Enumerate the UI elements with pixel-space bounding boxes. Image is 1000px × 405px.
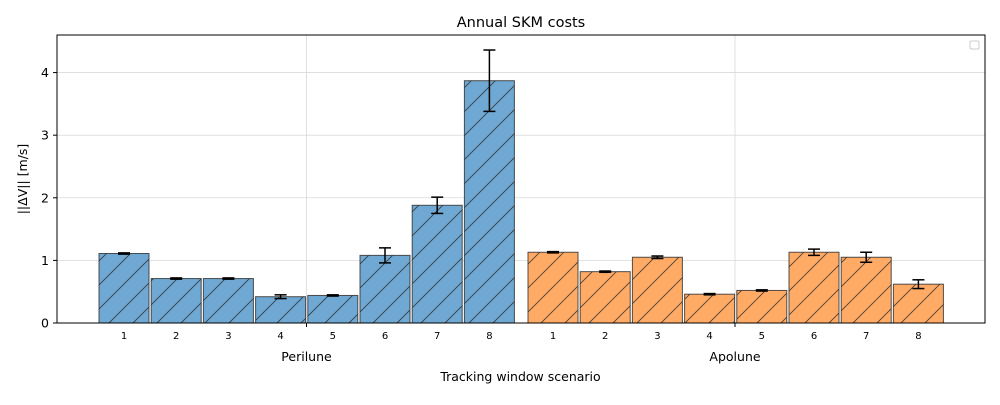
bar-hatch xyxy=(631,256,683,324)
x-tick-label: 4 xyxy=(277,331,283,342)
plot-frame xyxy=(56,34,986,324)
x-tick-label: 8 xyxy=(486,331,492,342)
bar-hatch xyxy=(527,251,579,324)
bar-hatch xyxy=(684,293,736,324)
x-tick-label: 7 xyxy=(434,331,440,342)
group-label: Apolune xyxy=(709,349,760,364)
x-tick-label: 6 xyxy=(382,331,388,342)
bar-hatch xyxy=(98,253,150,324)
x-tick-label: 2 xyxy=(602,331,608,342)
x-tick-label: 5 xyxy=(759,331,765,342)
bar-hatch xyxy=(307,294,359,324)
y-tick-label: 2 xyxy=(41,190,49,205)
bar-hatch xyxy=(411,204,463,324)
bar-hatch xyxy=(892,283,944,324)
bar-hatch xyxy=(840,256,892,324)
bars xyxy=(98,80,944,324)
chart-title: Annual SKM costs xyxy=(457,15,585,31)
bar-hatch xyxy=(359,254,411,324)
y-tick-label: 1 xyxy=(41,253,49,268)
y-axis-label: ||ΔV|| [m/s] xyxy=(15,144,30,215)
x-tick-label: 7 xyxy=(863,331,869,342)
x-tick-label: 4 xyxy=(706,331,712,342)
y-tick-label: 3 xyxy=(41,128,49,143)
bar-hatch xyxy=(788,251,840,324)
bar-hatch xyxy=(255,296,307,324)
ticks: 0 1 2 3 4 1 2 3 4 5 6 7 8 Perilune 1 2 3 4 5 6 7 8 Apolune xyxy=(41,65,922,364)
x-tick-label: 6 xyxy=(811,331,817,342)
x-axis-label: Tracking window scenario xyxy=(439,369,600,384)
bar-hatch xyxy=(736,289,788,324)
x-tick-label: 3 xyxy=(225,331,231,342)
bar-hatch xyxy=(463,80,515,324)
bar-hatch xyxy=(579,271,631,324)
group-label: Perilune xyxy=(281,349,332,364)
x-tick-label: 8 xyxy=(915,331,921,342)
y-tick-label: 4 xyxy=(41,65,49,80)
x-tick-label: 2 xyxy=(173,331,179,342)
error-bars xyxy=(118,49,925,300)
x-tick-label: 3 xyxy=(654,331,660,342)
x-tick-label: 1 xyxy=(121,331,127,342)
legend-box xyxy=(969,40,980,50)
bar-hatch xyxy=(202,278,254,324)
y-tick-label: 0 xyxy=(41,316,49,331)
x-tick-label: 1 xyxy=(550,331,556,342)
x-tick-label: 5 xyxy=(330,331,336,342)
bar-hatch xyxy=(150,278,202,324)
